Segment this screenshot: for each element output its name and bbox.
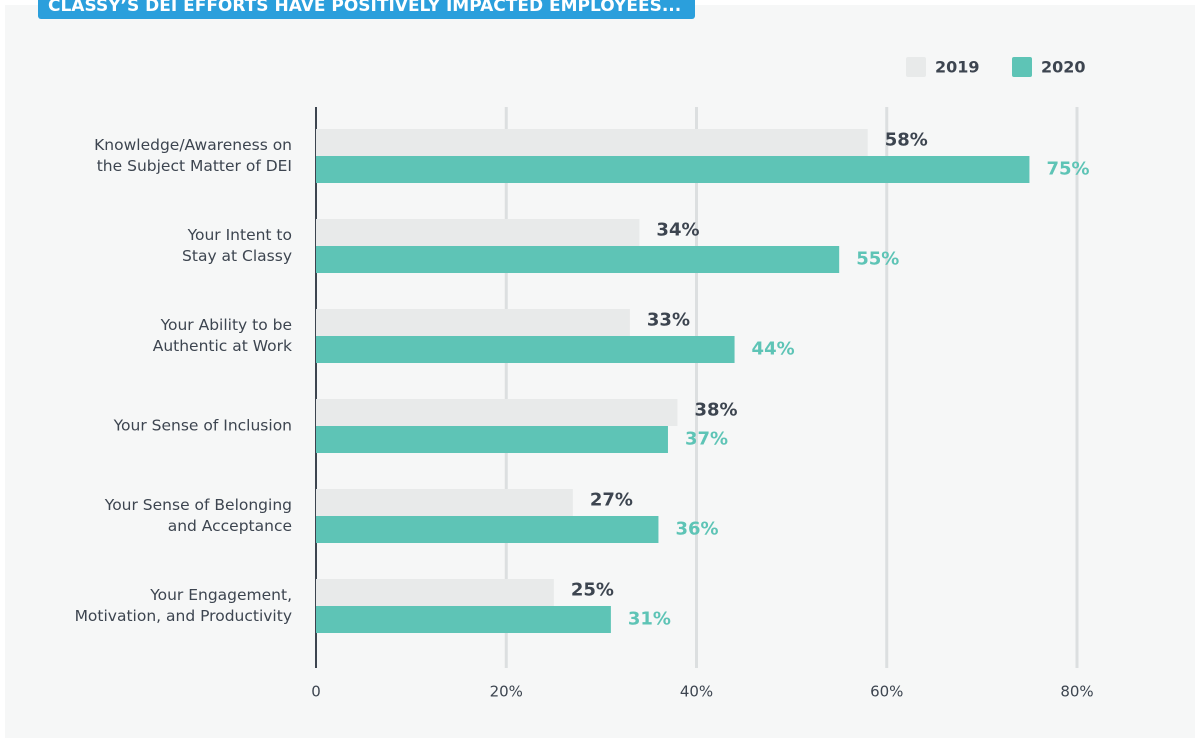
value-label: 34% xyxy=(656,220,699,241)
chart-title: CLASSY’S DEI EFFORTS HAVE POSITIVELY IMP… xyxy=(48,0,681,16)
bar xyxy=(316,579,554,606)
bar xyxy=(316,309,630,336)
value-label: 37% xyxy=(685,429,728,450)
category-label: Your Ability to be Authentic at Work xyxy=(152,316,292,355)
legend-label: 2020 xyxy=(1041,58,1086,77)
bar xyxy=(316,219,640,246)
x-tick-label: 80% xyxy=(1060,683,1093,701)
value-label: 38% xyxy=(694,400,737,421)
bar xyxy=(316,606,611,633)
category-label: Knowledge/Awareness on the Subject Matte… xyxy=(94,136,292,175)
value-label: 36% xyxy=(675,519,718,540)
bar xyxy=(316,426,668,453)
value-label: 33% xyxy=(647,310,690,331)
bar xyxy=(316,516,659,543)
title-banner xyxy=(38,0,695,19)
bar xyxy=(316,336,735,363)
category-label: Your Sense of Belonging and Acceptance xyxy=(104,496,292,535)
legend-label: 2019 xyxy=(935,58,980,77)
value-label: 55% xyxy=(856,249,899,270)
x-tick-label: 20% xyxy=(490,683,523,701)
bar xyxy=(316,156,1030,183)
value-label: 44% xyxy=(752,339,795,360)
bar xyxy=(316,129,868,156)
value-label: 27% xyxy=(590,490,633,511)
value-label: 25% xyxy=(571,580,614,601)
x-tick-label: 60% xyxy=(870,683,903,701)
category-label: Your Engagement, Motivation, and Product… xyxy=(74,586,292,625)
value-label: 58% xyxy=(885,130,928,151)
legend-swatch xyxy=(906,57,926,77)
bar xyxy=(316,489,573,516)
bar xyxy=(316,399,678,426)
bar xyxy=(316,246,840,273)
legend-swatch xyxy=(1012,57,1032,77)
category-label: Your Sense of Inclusion xyxy=(113,416,292,435)
x-tick-label: 40% xyxy=(680,683,713,701)
value-label: 31% xyxy=(628,609,671,630)
value-label: 75% xyxy=(1046,159,1089,180)
category-label: Your Intent to Stay at Classy xyxy=(182,226,292,265)
x-tick-label: 0 xyxy=(311,683,321,701)
